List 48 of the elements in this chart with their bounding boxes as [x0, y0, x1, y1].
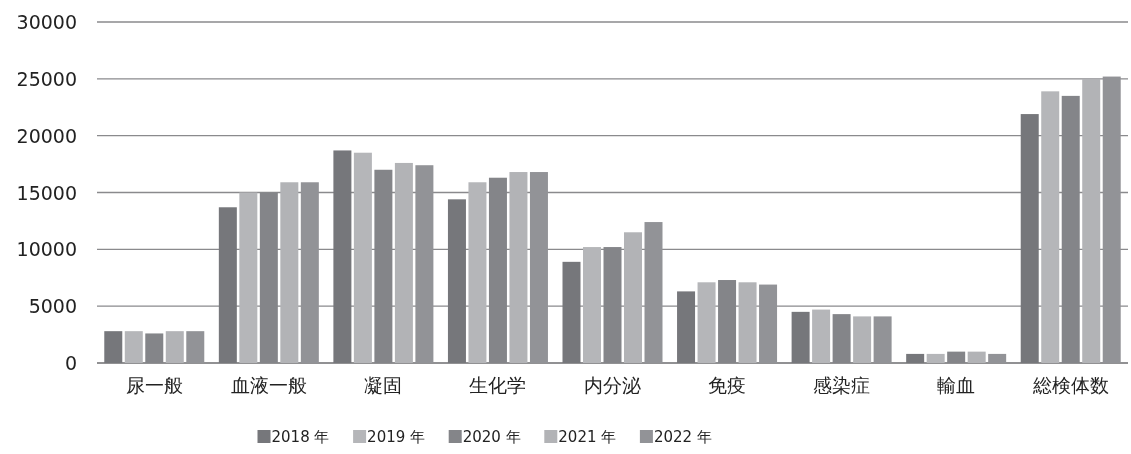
x-tick-label: 内分泌: [584, 374, 641, 396]
bar: [104, 331, 123, 363]
legend-label: 2021 年: [558, 428, 617, 446]
y-tick-label: 0: [64, 352, 77, 374]
legend-label: 2018 年: [271, 428, 330, 446]
y-tick-label: 30000: [16, 11, 77, 33]
bar: [583, 247, 601, 363]
x-tick-label: 感染症: [813, 374, 871, 396]
x-tick-label: 凝固: [364, 374, 403, 396]
x-tick-label: 尿一般: [125, 374, 183, 396]
y-tick-label: 25000: [16, 67, 77, 90]
y-tick-label: 20000: [16, 124, 77, 147]
legend-label: 2022 年: [653, 428, 712, 446]
bar: [967, 351, 986, 363]
bar: [353, 152, 372, 363]
bar: [394, 162, 413, 363]
x-tick-label: 総検体数: [1031, 374, 1109, 396]
bar: [697, 282, 716, 363]
bar: [1082, 78, 1101, 363]
bar: [280, 182, 299, 363]
bar: [1020, 114, 1039, 363]
bar: [562, 261, 581, 363]
x-tick-label: 免疫: [708, 374, 747, 396]
bar: [1041, 91, 1060, 363]
bar: [124, 331, 143, 363]
y-tick-label: 15000: [16, 181, 77, 204]
x-tick-label: 輸血: [937, 374, 976, 396]
bar: [447, 199, 466, 363]
x-tick-label: 生化学: [469, 374, 527, 396]
bar: [677, 291, 696, 363]
bar: [333, 150, 352, 363]
y-tick-label: 10000: [16, 238, 77, 261]
bar: [853, 316, 872, 363]
bar: [926, 353, 945, 363]
bar: [812, 309, 831, 363]
bar: [509, 172, 528, 363]
x-tick-label: 血液一般: [230, 374, 307, 396]
bar: [906, 353, 925, 363]
bar: [218, 207, 237, 363]
y-tick-label: 5000: [28, 295, 77, 318]
bar: [239, 192, 258, 363]
bar: [624, 232, 642, 363]
bar: [165, 331, 184, 363]
bar: [468, 182, 487, 363]
legend-label: 2019 年: [367, 428, 426, 446]
bar: [738, 282, 757, 363]
legend-label: 2020 年: [462, 428, 521, 446]
bar: [791, 311, 810, 363]
